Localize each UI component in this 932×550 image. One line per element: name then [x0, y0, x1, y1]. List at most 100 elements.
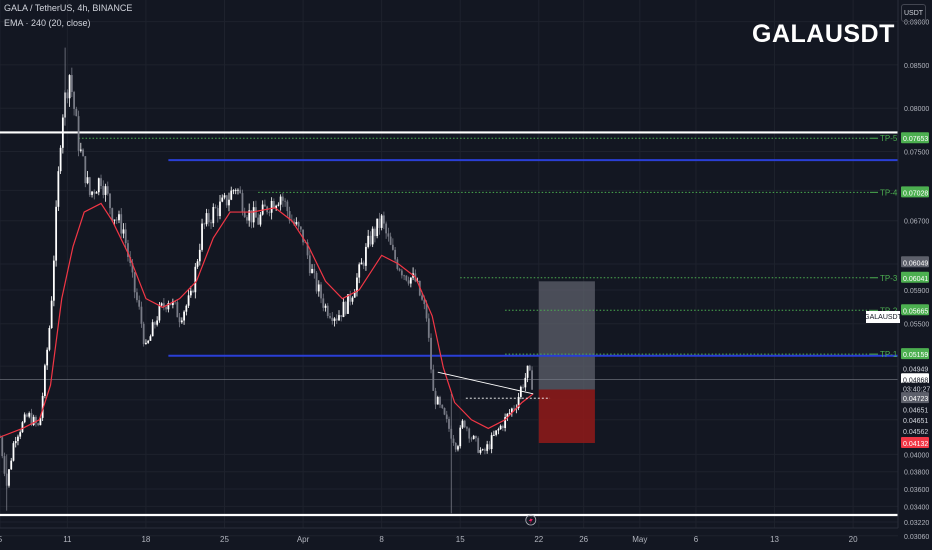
lightning-icon-bolt [528, 517, 533, 524]
x-tick-label: 15 [456, 535, 465, 544]
candle-body [93, 191, 96, 194]
candle-body [230, 190, 233, 200]
candle-body [313, 268, 316, 273]
price-label: 0.04868 [903, 377, 928, 384]
candle-body [490, 435, 493, 450]
candle-body [317, 284, 320, 292]
candle-body [396, 259, 399, 269]
price-label: 0.04723 [903, 396, 928, 403]
candle-body [297, 222, 300, 227]
x-tick-label: 25 [220, 535, 229, 544]
candle-body [259, 214, 262, 225]
candle-body [288, 211, 291, 221]
candle-body [84, 156, 87, 184]
x-tick-label: 22 [534, 535, 543, 544]
price-label-box [901, 392, 929, 404]
candle-body [55, 206, 58, 261]
zones-layer [0, 0, 898, 537]
candle-body [264, 204, 266, 207]
candle-body [216, 208, 219, 217]
tp-label: TP-4 [880, 188, 898, 197]
y-tick-label: 0.05900 [904, 288, 929, 295]
candle-body [145, 342, 147, 344]
candle-body [147, 340, 150, 343]
x-tick-label: 13 [770, 535, 779, 544]
candle-body [452, 438, 455, 443]
price-label: 0.04949 [903, 367, 928, 374]
candle-body [250, 210, 253, 223]
candle-body [466, 427, 468, 429]
candle-body [61, 117, 64, 148]
candle-body [295, 222, 298, 225]
candle-body [351, 297, 354, 302]
candle-body [326, 305, 329, 317]
candle-body [97, 178, 100, 193]
candle-body [100, 178, 102, 186]
candle-body [427, 318, 430, 338]
candle-body [484, 449, 486, 451]
candle-body [106, 186, 109, 194]
indicator-info[interactable]: EMA · 240 (20, close) [4, 18, 91, 28]
candle-body [374, 228, 376, 237]
candle-body [241, 193, 244, 213]
price-label-box [901, 382, 929, 394]
currency-button[interactable]: USDT [901, 4, 926, 22]
candle-body [207, 213, 210, 223]
candle-body [519, 386, 522, 397]
candle-body [306, 242, 309, 256]
x-tick-label: 11 [63, 535, 72, 544]
candle-body [441, 404, 444, 408]
candle-body [246, 217, 248, 221]
candle-body [425, 304, 428, 319]
candle-body [380, 215, 383, 228]
candle-body [162, 303, 165, 307]
candle-body [504, 417, 507, 429]
price-label-box [901, 373, 929, 385]
candle-body [118, 214, 120, 221]
candle-body [151, 322, 154, 337]
candle-body [192, 290, 194, 293]
y-tick-label: 0.04000 [904, 452, 929, 459]
candle-body [14, 441, 17, 444]
candle-body [77, 116, 80, 151]
candle-body [154, 322, 156, 325]
candle-body [333, 318, 336, 321]
candle-body [46, 349, 49, 366]
x-tick-label: 5 [0, 535, 3, 544]
candle-body [293, 221, 295, 225]
candle-body [358, 264, 361, 278]
candle-body [302, 229, 304, 243]
lightning-icon [525, 514, 537, 526]
candle-body [347, 294, 349, 314]
candle-body [387, 233, 390, 237]
candle-body [531, 370, 533, 390]
candle-body [223, 195, 226, 198]
candle-body [391, 244, 394, 250]
x-tick-label: 18 [141, 535, 150, 544]
candle-body [369, 235, 372, 245]
price-label-box [901, 403, 929, 415]
symbol-info[interactable]: GALA / TetherUS, 4h, BINANCE [4, 3, 133, 13]
candle-body [432, 369, 435, 391]
candle-body [248, 210, 251, 221]
candle-body [506, 413, 509, 418]
candle-body [488, 444, 491, 450]
candle-body [189, 290, 192, 296]
candle-body [356, 277, 358, 293]
y-tick-label: 0.03400 [904, 504, 929, 511]
candle-body [187, 295, 190, 306]
candle-body [17, 436, 19, 442]
candle-body [281, 196, 284, 201]
candle-body [470, 438, 473, 440]
candle-body [133, 272, 136, 293]
price-label-box [901, 304, 929, 316]
candle-body [28, 413, 31, 417]
candle-body [448, 418, 450, 429]
candle-body [59, 147, 62, 172]
candle-body [439, 397, 441, 405]
candle-body [315, 272, 318, 292]
candle-body [19, 432, 22, 437]
y-tick-label: 0.03800 [904, 470, 929, 477]
candle-body [299, 226, 302, 230]
